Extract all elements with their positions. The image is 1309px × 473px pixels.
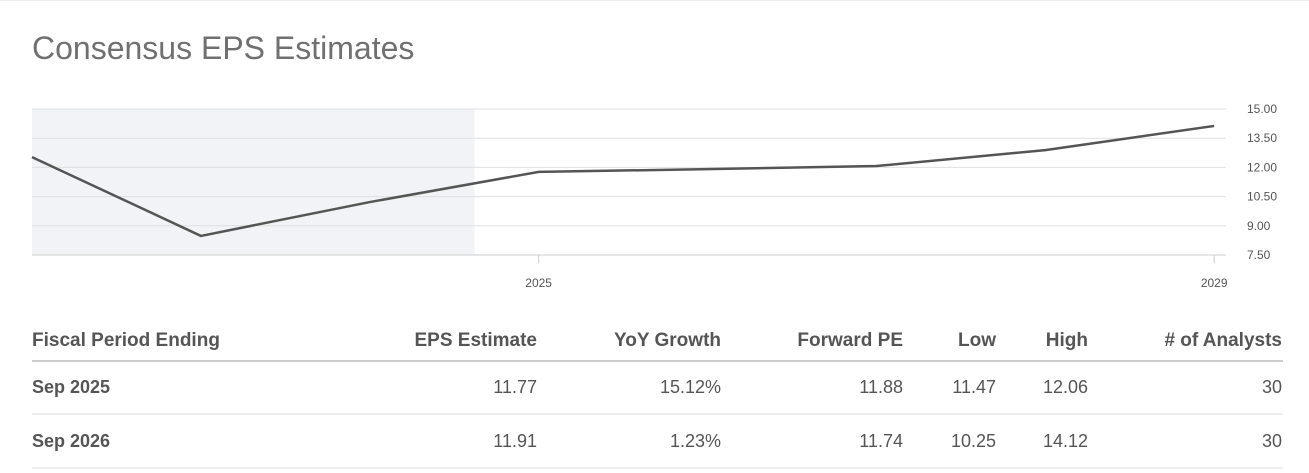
y-tick-label: 9.00 bbox=[1247, 219, 1271, 233]
table-cell: 12.06 bbox=[1043, 377, 1088, 397]
column-header: High bbox=[1046, 330, 1088, 351]
chart-title: Consensus EPS Estimates bbox=[32, 30, 414, 66]
table-cell: 14.12 bbox=[1043, 431, 1088, 451]
column-header: Fiscal Period Ending bbox=[32, 330, 220, 351]
y-tick-label: 10.50 bbox=[1247, 190, 1277, 204]
table-cell: 11.91 bbox=[493, 431, 537, 451]
table-cell: Sep 2025 bbox=[32, 377, 110, 397]
table-cell: 11.74 bbox=[859, 431, 903, 451]
history-shade bbox=[32, 109, 475, 255]
table-cell: 30 bbox=[1262, 431, 1282, 451]
table-cell: 30 bbox=[1262, 377, 1282, 397]
column-header: Low bbox=[958, 330, 996, 351]
table-cell: 10.25 bbox=[951, 431, 996, 451]
y-tick-label: 7.50 bbox=[1247, 248, 1271, 262]
table-cell: 11.77 bbox=[493, 377, 537, 397]
table-cell: 15.12% bbox=[660, 377, 721, 397]
y-tick-label: 13.50 bbox=[1247, 131, 1277, 145]
x-tick-label: 2025 bbox=[525, 276, 552, 290]
column-header: EPS Estimate bbox=[415, 330, 538, 351]
table-cell: Sep 2026 bbox=[32, 431, 110, 451]
y-tick-label: 12.00 bbox=[1247, 160, 1277, 174]
table-cell: 1.23% bbox=[670, 431, 721, 451]
table-cell: 11.47 bbox=[952, 377, 996, 397]
column-header: YoY Growth bbox=[614, 330, 721, 351]
y-tick-label: 15.00 bbox=[1247, 102, 1277, 116]
eps-line bbox=[31, 124, 1215, 238]
column-header: # of Analysts bbox=[1164, 330, 1282, 351]
table-cell: 11.88 bbox=[859, 377, 903, 397]
x-tick-label: 2029 bbox=[1201, 276, 1228, 290]
column-header: Forward PE bbox=[797, 330, 903, 351]
